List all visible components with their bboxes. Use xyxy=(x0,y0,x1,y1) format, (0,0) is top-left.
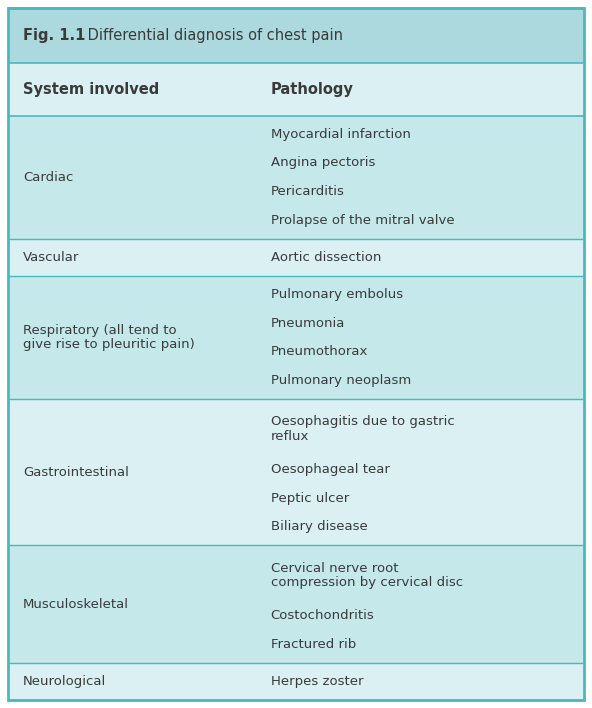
Text: Pericarditis: Pericarditis xyxy=(271,185,345,198)
Text: Myocardial infarction: Myocardial infarction xyxy=(271,127,411,141)
Bar xyxy=(8,115,584,239)
Bar xyxy=(8,8,584,63)
Text: Peptic ulcer: Peptic ulcer xyxy=(271,491,349,505)
Bar xyxy=(8,276,584,399)
Text: Vascular: Vascular xyxy=(23,251,79,264)
Text: Biliary disease: Biliary disease xyxy=(271,520,368,533)
Bar xyxy=(8,239,584,276)
Text: System involved: System involved xyxy=(23,82,159,97)
Text: Pneumothorax: Pneumothorax xyxy=(271,346,368,358)
Text: Gastrointestinal: Gastrointestinal xyxy=(23,466,129,479)
Text: Prolapse of the mitral valve: Prolapse of the mitral valve xyxy=(271,214,454,227)
Text: Respiratory (all tend to
give rise to pleuritic pain): Respiratory (all tend to give rise to pl… xyxy=(23,324,195,351)
Text: Pneumonia: Pneumonia xyxy=(271,316,345,329)
Text: Aortic dissection: Aortic dissection xyxy=(271,251,381,264)
Text: Musculoskeletal: Musculoskeletal xyxy=(23,598,129,611)
Text: Fractured rib: Fractured rib xyxy=(271,638,356,651)
Text: Oesophageal tear: Oesophageal tear xyxy=(271,463,390,476)
Text: Fig. 1.1: Fig. 1.1 xyxy=(23,28,85,43)
Bar xyxy=(8,63,584,115)
Bar xyxy=(8,545,584,663)
Text: Herpes zoster: Herpes zoster xyxy=(271,675,363,688)
Text: Costochondritis: Costochondritis xyxy=(271,610,374,622)
Text: Differential diagnosis of chest pain: Differential diagnosis of chest pain xyxy=(83,28,343,43)
Text: Oesophagitis due to gastric
reflux: Oesophagitis due to gastric reflux xyxy=(271,416,455,443)
Text: Neurological: Neurological xyxy=(23,675,106,688)
Text: Pulmonary neoplasm: Pulmonary neoplasm xyxy=(271,374,411,387)
Text: Angina pectoris: Angina pectoris xyxy=(271,156,375,169)
Text: Pathology: Pathology xyxy=(271,82,353,97)
Bar xyxy=(8,663,584,700)
Bar xyxy=(8,399,584,545)
Text: Cervical nerve root
compression by cervical disc: Cervical nerve root compression by cervi… xyxy=(271,561,463,589)
Text: Cardiac: Cardiac xyxy=(23,171,73,184)
Text: Pulmonary embolus: Pulmonary embolus xyxy=(271,288,403,301)
